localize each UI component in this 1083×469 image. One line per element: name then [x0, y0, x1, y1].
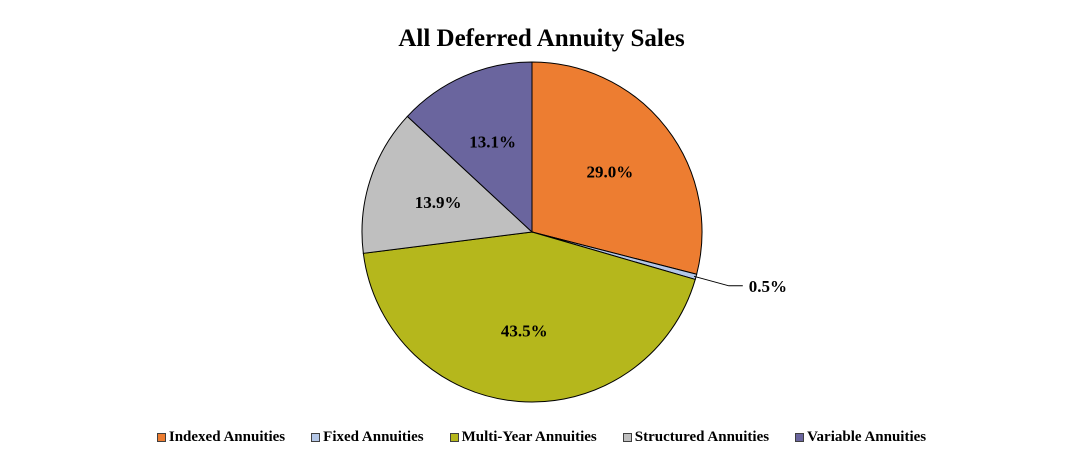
chart-legend: Indexed Annuities Fixed Annuities Multi-Ye…	[0, 428, 1083, 446]
legend-item-variable-annuities: Variable Annuities	[795, 428, 926, 446]
leader-line-fixed-annuities	[693, 275, 743, 287]
chart-title: All Deferred Annuity Sales	[398, 25, 685, 52]
legend-swatch-fixed-annuities	[311, 432, 321, 442]
legend-swatch-multi-year-annuities	[449, 432, 459, 442]
legend-item-structured-annuities: Structured Annuities	[622, 428, 770, 446]
pie-slice-variable-annuities	[406, 61, 533, 234]
legend-swatch-indexed-annuities	[156, 432, 166, 442]
data-label-multi-year-annuities: 43.5%	[501, 321, 548, 340]
legend-label-multi-year-annuities: Multi-Year Annuities	[461, 429, 597, 445]
legend-swatch-structured-annuities	[622, 432, 632, 442]
legend-label-variable-annuities: Variable Annuities	[807, 429, 927, 445]
legend-item-fixed-annuities: Fixed Annuities	[311, 428, 424, 446]
legend-item-indexed-annuities: Indexed Annuities	[156, 428, 286, 446]
data-label-fixed-annuities: 0.5%	[749, 277, 787, 296]
pie-slice-structured-annuities	[361, 115, 534, 254]
data-label-structured-annuities: 13.9%	[415, 193, 462, 212]
data-label-variable-annuities: 13.1%	[469, 133, 516, 152]
legend-item-multi-year-annuities: Multi-Year Annuities	[449, 428, 597, 446]
legend-label-structured-annuities: Structured Annuities	[634, 429, 770, 445]
pie-slice-indexed-annuities	[531, 61, 703, 275]
legend-label-indexed-annuities: Indexed Annuities	[168, 429, 286, 445]
pie-data-labels: 29.0% 0.5% 43.5% 13.9% 13.1%	[415, 133, 787, 341]
legend-swatch-variable-annuities	[795, 432, 805, 442]
legend-label-fixed-annuities: Fixed Annuities	[323, 429, 424, 445]
pie-slices	[361, 61, 703, 403]
pie-slice-multi-year-annuities	[362, 231, 696, 403]
data-label-indexed-annuities: 29.0%	[587, 163, 634, 182]
